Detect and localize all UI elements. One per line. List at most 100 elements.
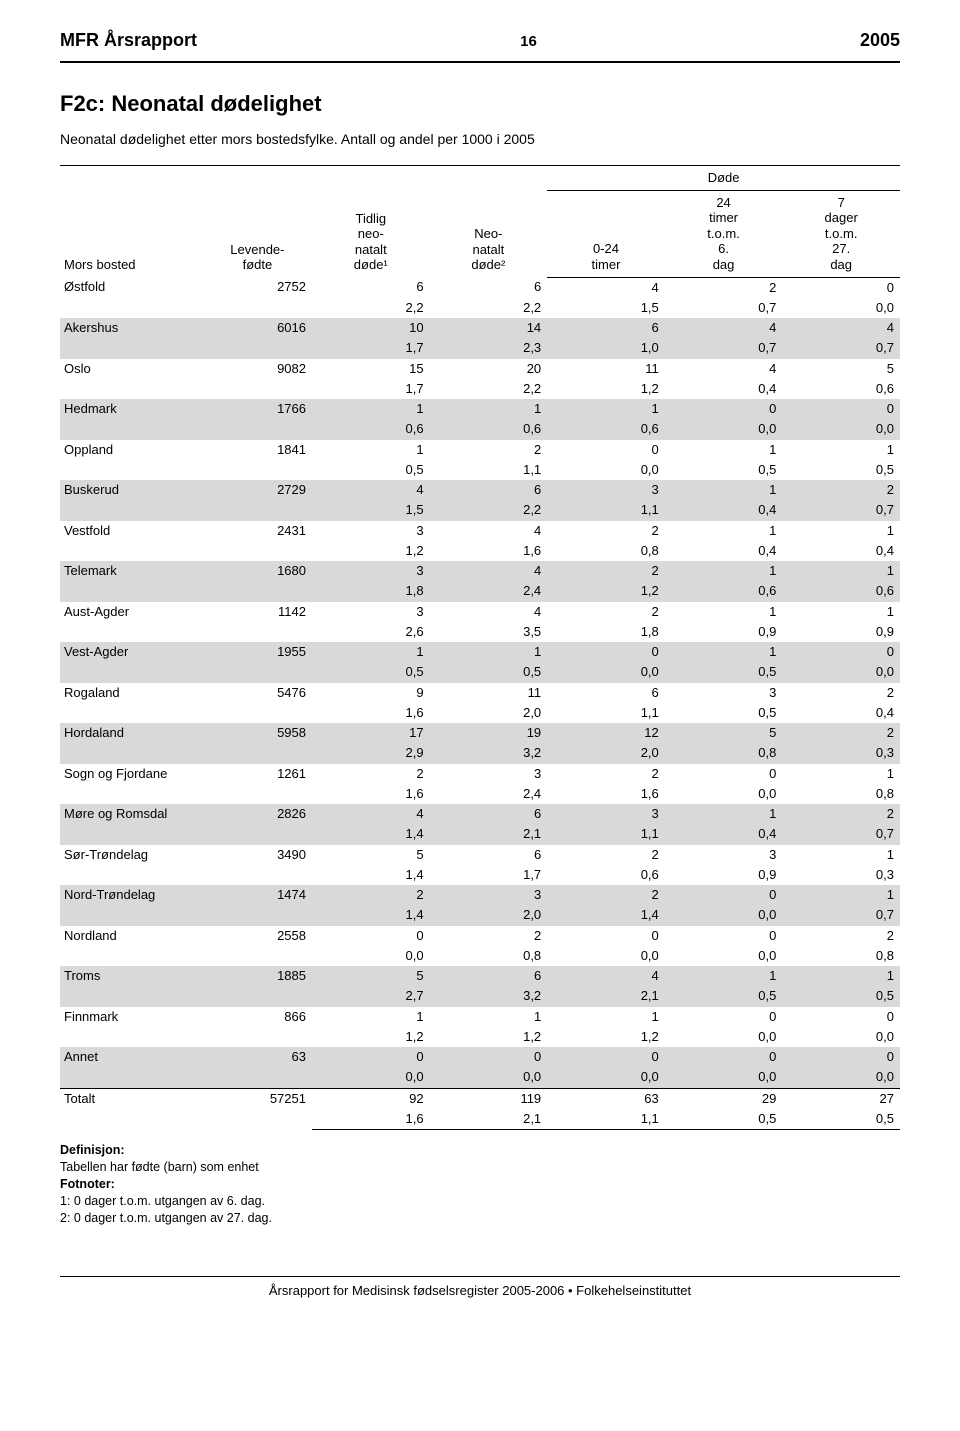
- cell-count: 3: [312, 521, 430, 541]
- table-row: Nordland255802002: [60, 926, 900, 946]
- cell-region: Nord-Trøndelag: [60, 885, 203, 926]
- cell-count: 1: [665, 480, 783, 500]
- cell-count: 6: [547, 683, 665, 703]
- cell-rate: 1,4: [312, 905, 430, 925]
- table-body: Østfold2752664202,22,21,50,70,0Akershus6…: [60, 277, 900, 1130]
- table-row: Østfold275266420: [60, 277, 900, 298]
- cell-rate: 0,8: [547, 541, 665, 561]
- cell-rate: 0,5: [782, 460, 900, 480]
- cell-region: Oslo: [60, 359, 203, 400]
- cell-count: 11: [430, 683, 548, 703]
- cell-count: 1: [430, 399, 548, 419]
- table-row: Troms188556411: [60, 966, 900, 986]
- cell-rate: 0,0: [547, 946, 665, 966]
- cell-rate: 2,0: [430, 703, 548, 723]
- cell-rate: 2,9: [312, 743, 430, 763]
- cell-count: 1: [547, 1007, 665, 1027]
- cell-count: 5: [312, 845, 430, 865]
- cell-rate: 1,1: [547, 500, 665, 520]
- cell-count: 6: [430, 277, 548, 298]
- cell-count: 1: [782, 561, 900, 581]
- cell-count: 4: [665, 318, 783, 338]
- cell-count: 2: [547, 521, 665, 541]
- cell-rate: 0,0: [782, 1027, 900, 1047]
- cell-region: Sogn og Fjordane: [60, 764, 203, 805]
- cell-rate: 1,6: [312, 1109, 430, 1130]
- cell-rate: 1,7: [312, 379, 430, 399]
- data-table: Mors bosted Levende- fødte Tidlig neo- n…: [60, 165, 900, 1130]
- cell-rate: 1,4: [312, 865, 430, 885]
- header-right: 2005: [860, 30, 900, 51]
- col-region: Mors bosted: [60, 166, 203, 278]
- cell-rate: 2,2: [430, 500, 548, 520]
- table-row: Akershus60161014644: [60, 318, 900, 338]
- cell-count: 11: [547, 359, 665, 379]
- cell-levende: 5958: [203, 723, 312, 764]
- cell-rate: 0,8: [782, 784, 900, 804]
- cell-count: 1: [312, 642, 430, 662]
- cell-rate: 1,1: [547, 703, 665, 723]
- cell-count: 9: [312, 683, 430, 703]
- cell-count: 3: [430, 764, 548, 784]
- cell-count: 2: [782, 804, 900, 824]
- cell-levende: 1955: [203, 642, 312, 683]
- table-row: Totalt5725192119632927: [60, 1088, 900, 1109]
- cell-region: Troms: [60, 966, 203, 1007]
- cell-rate: 0,0: [665, 1067, 783, 1088]
- cell-levende: 5476: [203, 683, 312, 724]
- cell-rate: 2,1: [547, 986, 665, 1006]
- cell-levende: 9082: [203, 359, 312, 400]
- cell-count: 3: [665, 683, 783, 703]
- table-row: Hedmark176611100: [60, 399, 900, 419]
- cell-rate: 2,0: [547, 743, 665, 763]
- cell-count: 5: [312, 966, 430, 986]
- cell-rate: 3,2: [430, 743, 548, 763]
- cell-rate: 1,0: [547, 338, 665, 358]
- cell-rate: 2,3: [430, 338, 548, 358]
- cell-rate: 1,2: [312, 541, 430, 561]
- page: MFR Årsrapport 16 2005 F2c: Neonatal død…: [0, 0, 960, 1328]
- cell-count: 4: [547, 277, 665, 298]
- table-row: Møre og Romsdal282646312: [60, 804, 900, 824]
- cell-rate: 0,0: [547, 1067, 665, 1088]
- cell-count: 1: [430, 1007, 548, 1027]
- cell-rate: 0,0: [547, 662, 665, 682]
- cell-count: 12: [547, 723, 665, 743]
- cell-region: Oppland: [60, 440, 203, 481]
- cell-rate: 0,5: [782, 1109, 900, 1130]
- cell-rate: 1,1: [430, 460, 548, 480]
- cell-count: 1: [665, 602, 783, 622]
- page-subtitle: Neonatal dødelighet etter mors bostedsfy…: [60, 131, 900, 147]
- cell-rate: 0,4: [665, 824, 783, 844]
- cell-count: 3: [312, 602, 430, 622]
- cell-region: Rogaland: [60, 683, 203, 724]
- cell-rate: 1,2: [547, 1027, 665, 1047]
- cell-levende: 2729: [203, 480, 312, 521]
- cell-rate: 0,5: [782, 986, 900, 1006]
- cell-rate: 0,0: [312, 946, 430, 966]
- cell-rate: 2,1: [430, 1109, 548, 1130]
- definition-label: Definisjon:: [60, 1143, 125, 1157]
- cell-rate: 2,0: [430, 905, 548, 925]
- cell-count: 4: [312, 480, 430, 500]
- cell-count: 0: [312, 1047, 430, 1067]
- cell-count: 2: [782, 480, 900, 500]
- cell-count: 0: [665, 885, 783, 905]
- cell-region: Annet: [60, 1047, 203, 1088]
- cell-count: 119: [430, 1088, 548, 1109]
- footnotes-label: Fotnoter:: [60, 1177, 115, 1191]
- cell-count: 2: [312, 885, 430, 905]
- cell-rate: 1,2: [430, 1027, 548, 1047]
- cell-count: 1: [547, 399, 665, 419]
- cell-levende: 1885: [203, 966, 312, 1007]
- cell-count: 2: [782, 723, 900, 743]
- cell-rate: 1,2: [312, 1027, 430, 1047]
- cell-rate: 0,3: [782, 743, 900, 763]
- cell-count: 1: [782, 440, 900, 460]
- cell-rate: 0,7: [782, 338, 900, 358]
- cell-count: 1: [782, 602, 900, 622]
- cell-count: 4: [430, 561, 548, 581]
- cell-levende: 63: [203, 1047, 312, 1088]
- cell-rate: 0,4: [782, 703, 900, 723]
- cell-count: 1: [665, 966, 783, 986]
